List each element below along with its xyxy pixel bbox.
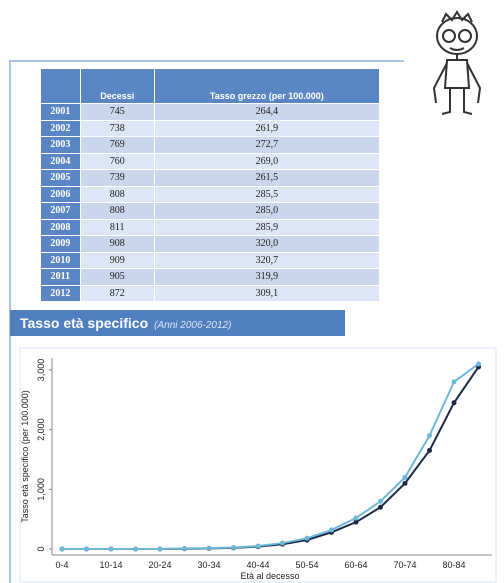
value-cell: 285,9 <box>153 218 381 236</box>
column-header: Tasso grezzo (per 100.000) <box>153 68 381 104</box>
banner-title: Tasso età specifico <box>20 315 149 331</box>
table-row: 2008 811 285,9 <box>40 218 381 236</box>
x-tick-label: 80-84 <box>442 560 465 570</box>
data-point <box>353 519 359 525</box>
value-cell: 272,7 <box>153 136 381 154</box>
year-cell: 2005 <box>40 169 81 187</box>
data-point <box>378 504 383 510</box>
table-row: 2006 808 285,5 <box>40 185 381 203</box>
year-cell: 2009 <box>40 235 81 253</box>
section-banner: Tasso età specifico (Anni 2006-2012) <box>10 310 345 336</box>
table-row: 2005 739 261,5 <box>40 169 381 187</box>
chart-frame <box>19 347 497 583</box>
top-rule <box>9 60 404 62</box>
data-point <box>157 546 163 552</box>
x-tick-label: 20-24 <box>148 560 171 570</box>
data-point <box>108 546 114 552</box>
banner-subtitle: (Anni 2006-2012) <box>154 320 232 331</box>
value-cell: 285,5 <box>153 185 381 203</box>
table-row: 2001 745 264,4 <box>40 103 381 121</box>
value-cell: 269,0 <box>153 152 381 170</box>
value-cell: 261,5 <box>153 169 381 187</box>
year-cell: 2008 <box>40 218 81 236</box>
series-line <box>62 363 480 551</box>
x-tick-label: 10-14 <box>99 560 122 570</box>
value-cell: 738 <box>79 119 155 137</box>
value-cell: 739 <box>79 169 155 187</box>
data-point <box>280 540 285 546</box>
value-cell: 261,9 <box>153 119 381 137</box>
data-point <box>84 546 89 552</box>
y-axis-label: Tasso età specifico (per 100.000) <box>20 390 30 523</box>
table-row: 2003 769 272,7 <box>40 136 381 154</box>
x-tick-label: 30-34 <box>197 560 220 570</box>
year-cell: 2002 <box>40 119 81 137</box>
value-cell: 309,1 <box>153 284 381 302</box>
value-cell: 264,4 <box>153 103 381 121</box>
data-point <box>353 515 359 521</box>
value-cell: 905 <box>79 268 155 286</box>
value-cell: 760 <box>79 152 155 170</box>
x-tick-label: 40-44 <box>246 560 269 570</box>
data-point <box>133 546 138 552</box>
x-tick-label: 60-64 <box>344 560 367 570</box>
table-row: 2004 760 269,0 <box>40 152 381 170</box>
x-axis-label: Età al decesso <box>240 571 299 581</box>
data-point <box>182 545 187 551</box>
year-cell: 2007 <box>40 202 81 220</box>
table-row: 2007 808 285,0 <box>40 202 381 220</box>
data-point <box>402 480 408 486</box>
y-tick-label: 1,000 <box>36 478 46 501</box>
value-cell: 745 <box>79 103 155 121</box>
value-cell: 908 <box>79 235 155 253</box>
year-cell: 2004 <box>40 152 81 170</box>
year-cell: 2011 <box>40 268 81 286</box>
data-point <box>451 379 457 385</box>
value-cell: 872 <box>79 284 155 302</box>
value-cell: 285,0 <box>153 202 381 220</box>
header-empty <box>40 68 81 104</box>
y-tick-label: 2,000 <box>36 418 46 441</box>
table-row: 2012 872 309,1 <box>40 284 381 302</box>
year-cell: 2012 <box>40 284 81 302</box>
data-point <box>231 545 236 551</box>
value-cell: 808 <box>79 185 155 203</box>
data-point <box>427 433 432 439</box>
year-cell: 2006 <box>40 185 81 203</box>
x-tick-label: 70-74 <box>393 560 416 570</box>
table-row: 2010 909 320,7 <box>40 251 381 269</box>
table-row: 2011 905 319,9 <box>40 268 381 286</box>
data-point <box>206 545 212 551</box>
year-cell: 2010 <box>40 251 81 269</box>
cartoon-figure <box>432 10 482 115</box>
table-row: 2002 738 261,9 <box>40 119 381 137</box>
value-cell: 320,7 <box>153 251 381 269</box>
data-point <box>476 361 481 367</box>
y-tick-label: 3,000 <box>36 359 46 382</box>
year-cell: 2003 <box>40 136 81 154</box>
x-tick-label: 50-54 <box>295 560 318 570</box>
value-cell: 769 <box>79 136 155 154</box>
data-point <box>402 474 408 480</box>
value-cell: 909 <box>79 251 155 269</box>
value-cell: 320,0 <box>153 235 381 253</box>
value-cell: 808 <box>79 202 155 220</box>
column-header: Decessi <box>79 68 155 104</box>
value-cell: 319,9 <box>153 268 381 286</box>
table-row: 2009 908 320,0 <box>40 235 381 253</box>
mortality-table: Decessi Tasso grezzo (per 100.000) 2001 7… <box>40 68 381 302</box>
x-tick-label: 0-4 <box>55 560 68 570</box>
data-point <box>329 527 334 533</box>
data-point <box>427 448 432 454</box>
chart: 0 1,000 2,000 3,000 Tasso età specifico (per… <box>19 347 497 583</box>
data-point <box>304 535 310 541</box>
data-point <box>59 546 65 552</box>
data-point <box>255 543 261 549</box>
data-point <box>378 498 383 504</box>
year-cell: 2001 <box>40 103 81 121</box>
data-point <box>451 400 457 406</box>
y-tick-label: 0 <box>36 547 46 552</box>
value-cell: 811 <box>79 218 155 236</box>
